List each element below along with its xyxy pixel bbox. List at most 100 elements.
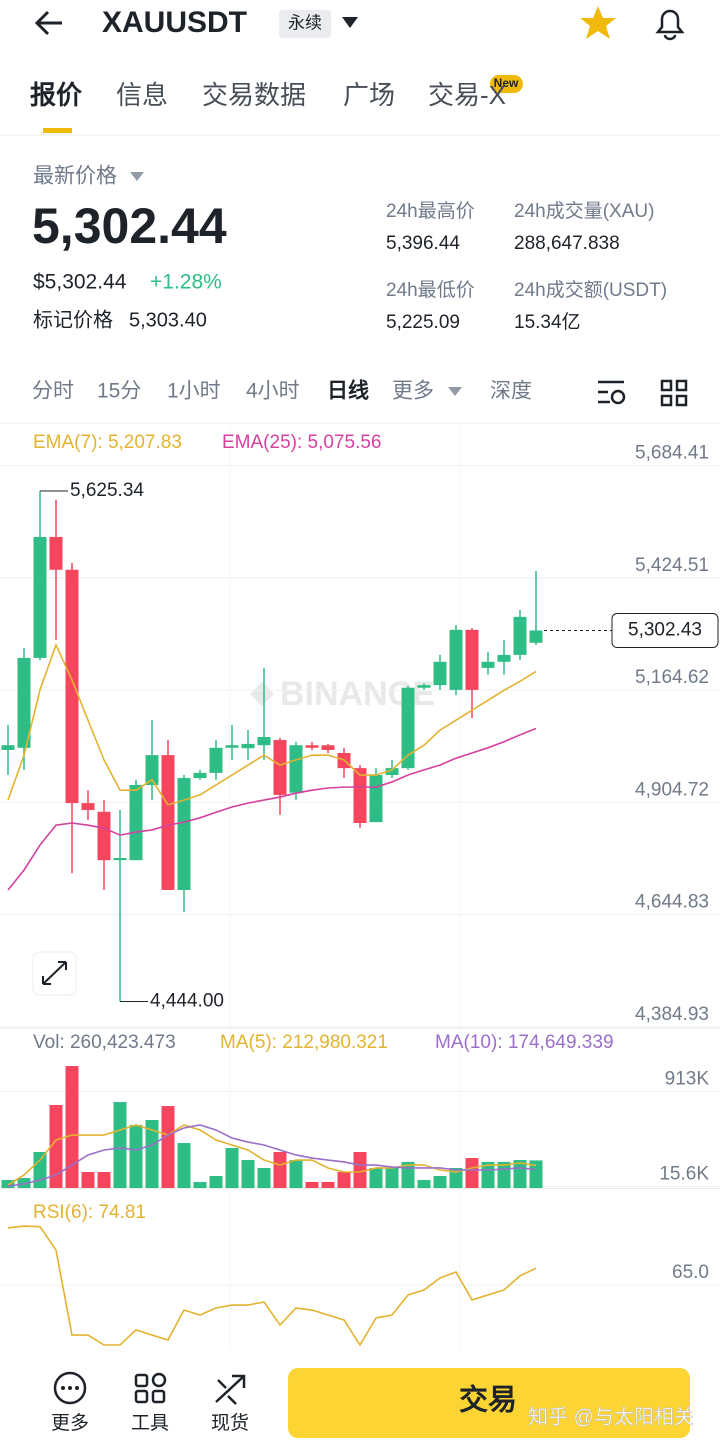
chart-area: 5,684.41 5,424.51 5,164.62 4,904.72 4,644.83… xyxy=(0,432,720,1347)
legend: MA(10): 174,649.339 xyxy=(435,1032,614,1053)
candle-body xyxy=(433,661,447,686)
volume-bar xyxy=(225,1147,239,1188)
legend: Vol: 260,423.473 xyxy=(33,1032,176,1053)
volume-bar xyxy=(209,1176,223,1188)
y-tick-label: 913K xyxy=(665,1068,710,1089)
candle-body xyxy=(513,616,527,655)
volume-bar xyxy=(17,1178,31,1188)
volume-bar xyxy=(497,1161,511,1188)
tab[interactable]: 交易数据 xyxy=(202,80,306,110)
legend: MA(5): 212,980.321 xyxy=(220,1032,388,1053)
volume-bar xyxy=(33,1151,47,1188)
y-tick-label: 5,164.62 xyxy=(635,667,709,688)
layout-icon[interactable] xyxy=(660,379,688,407)
tab[interactable]: 报价 xyxy=(30,80,83,110)
candle-body xyxy=(17,657,31,748)
stat-value: 15.34亿 xyxy=(514,311,581,333)
volume-bar xyxy=(321,1181,335,1188)
volume-bar xyxy=(113,1102,127,1188)
volume-bar xyxy=(145,1120,159,1188)
interval[interactable]: 15分 xyxy=(97,380,141,403)
candle-body xyxy=(81,803,95,811)
volume-bar xyxy=(193,1181,207,1188)
candle-body xyxy=(1,745,15,750)
footer-label[interactable]: 现货 xyxy=(211,1412,249,1434)
price-dropdown[interactable] xyxy=(130,172,144,181)
zhihu-watermark: 知乎 @与太阳相关 xyxy=(528,1405,694,1428)
volume-bar xyxy=(241,1160,255,1188)
symbol-dropdown[interactable] xyxy=(342,17,358,28)
volume-bar xyxy=(481,1161,495,1188)
volume-bar xyxy=(49,1104,63,1188)
volume-bar xyxy=(1,1180,15,1188)
legend: EMA(7): 5,207.83 xyxy=(33,432,182,453)
footer-label[interactable]: 工具 xyxy=(131,1413,169,1434)
tab[interactable]: 交易-X xyxy=(428,80,506,110)
candle-body xyxy=(417,685,431,688)
volume-bar xyxy=(449,1167,463,1188)
stat-value: 288,647.838 xyxy=(514,233,620,254)
candle-body xyxy=(321,745,335,750)
more-dropdown[interactable] xyxy=(448,387,462,396)
more-icon[interactable] xyxy=(53,1371,87,1405)
legend: RSI(6): 74.81 xyxy=(33,1202,146,1223)
candle-body xyxy=(225,745,239,748)
alert-bell[interactable] xyxy=(655,9,685,41)
interval[interactable]: 深度 xyxy=(490,380,532,403)
y-tick-label: 4,904.72 xyxy=(635,779,709,800)
interval[interactable]: 分时 xyxy=(32,380,74,403)
volume-bar xyxy=(273,1151,287,1188)
volume-bar xyxy=(433,1176,447,1188)
volume-bar xyxy=(161,1106,175,1188)
stat-label: 24h成交量(XAU) xyxy=(514,200,654,222)
rsi-line xyxy=(7,1225,537,1347)
volume-bar xyxy=(417,1180,431,1188)
y-tick-label: 15.6K xyxy=(659,1163,709,1184)
back-button[interactable] xyxy=(34,10,62,36)
max-label: 5,625.34 xyxy=(70,480,144,501)
candle-body xyxy=(129,784,143,861)
candle-body xyxy=(257,737,271,746)
interval[interactable]: 1小时 xyxy=(167,380,221,403)
ema-line xyxy=(7,727,537,891)
volume-bar xyxy=(385,1167,399,1188)
tab[interactable]: 广场 xyxy=(343,80,395,110)
volume-bar xyxy=(81,1172,95,1188)
ma-line xyxy=(7,1124,537,1187)
candle-body xyxy=(497,654,511,662)
tab[interactable]: 信息 xyxy=(116,80,168,110)
interval[interactable]: 4小时 xyxy=(246,380,300,403)
candle-body xyxy=(449,629,463,690)
ema-line xyxy=(7,642,537,806)
price-label: 最新价格 xyxy=(33,165,117,188)
dot xyxy=(75,1386,79,1390)
footer-label[interactable]: 更多 xyxy=(51,1412,89,1434)
interval[interactable]: 日线 xyxy=(327,379,369,403)
trade-button[interactable] xyxy=(288,1368,690,1438)
candle-body xyxy=(161,755,175,890)
favorite-star[interactable] xyxy=(580,6,616,39)
candle-body xyxy=(97,811,111,861)
footer: 交易 知乎 @与太阳相关 更多 工具 现货 xyxy=(0,1350,720,1447)
tools-icon[interactable] xyxy=(134,1372,167,1404)
stat-value: 5,225.09 xyxy=(386,312,460,333)
stat-label: 24h成交额(USDT) xyxy=(514,279,667,301)
watermark-logo xyxy=(250,682,274,706)
usd-price: $5,302.44 xyxy=(33,271,127,294)
volume-bar xyxy=(465,1158,479,1188)
stat-label: 24h最低价 xyxy=(386,279,475,301)
volume-bar xyxy=(289,1160,303,1188)
settings-icon[interactable] xyxy=(598,380,626,405)
volume-bar xyxy=(177,1142,191,1188)
candle-body xyxy=(33,536,47,658)
candle-body xyxy=(401,687,415,769)
spot-icon[interactable] xyxy=(215,1374,246,1405)
symbol: XAUUSDT xyxy=(102,6,247,39)
interval[interactable]: 更多 xyxy=(392,380,434,403)
stat-label: 24h最高价 xyxy=(386,200,475,222)
ma-line xyxy=(7,1124,537,1186)
candle-body xyxy=(241,743,255,749)
y-tick-label: 5,684.41 xyxy=(635,442,709,463)
